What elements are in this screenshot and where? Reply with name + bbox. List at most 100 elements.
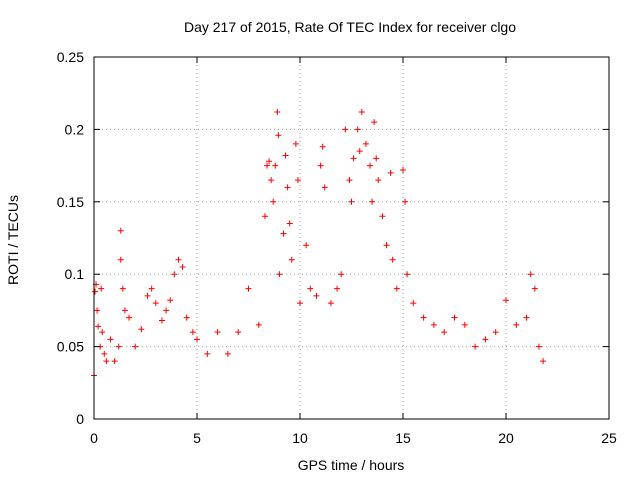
data-point (132, 343, 139, 350)
data-point (268, 177, 275, 184)
data-point (362, 140, 369, 147)
data-point (371, 119, 378, 126)
data-points (91, 109, 547, 379)
x-tick-label: 25 (601, 430, 617, 446)
data-point (175, 256, 182, 263)
data-point (288, 256, 295, 263)
data-point (261, 213, 268, 220)
data-point (404, 271, 411, 278)
data-point (354, 126, 361, 133)
data-point (346, 177, 353, 184)
data-point (214, 329, 221, 336)
data-point (297, 300, 303, 307)
data-point (379, 213, 386, 220)
data-point (369, 198, 376, 205)
data-point (245, 285, 252, 292)
data-point (179, 263, 186, 270)
data-point (115, 343, 122, 350)
data-point (420, 314, 427, 321)
data-point (117, 227, 124, 234)
x-axis-label: GPS time / hours (298, 457, 405, 473)
plot-frame (93, 56, 610, 420)
data-point (294, 177, 301, 184)
y-tick-label: 0.25 (57, 49, 84, 65)
data-point (367, 162, 374, 169)
data-point (126, 314, 133, 321)
data-point (503, 297, 509, 304)
data-point (356, 148, 363, 155)
data-point (313, 292, 320, 299)
data-point (350, 155, 357, 162)
data-point (303, 242, 310, 249)
axis-ticks (93, 56, 610, 420)
grid-lines (94, 57, 609, 419)
data-point (535, 343, 542, 350)
data-point (523, 314, 530, 321)
x-tick-labels: 0 5 10 15 20 25 (90, 430, 617, 446)
y-tick-labels: 0 0.05 0.1 0.15 0.2 0.25 (57, 49, 84, 427)
data-point (144, 292, 151, 299)
data-point (272, 162, 279, 169)
data-point (121, 307, 128, 314)
data-point (400, 166, 406, 173)
data-point (527, 271, 534, 278)
data-point (274, 109, 281, 116)
data-point (451, 314, 458, 321)
data-point (101, 350, 108, 357)
data-point (286, 220, 293, 227)
data-point (152, 300, 159, 307)
data-point (358, 109, 365, 116)
data-point (540, 358, 547, 365)
data-point (513, 321, 520, 328)
y-tick-label: 0.1 (65, 266, 85, 282)
data-point (402, 198, 409, 205)
data-point (138, 326, 145, 333)
data-point (98, 285, 105, 292)
data-point (235, 329, 242, 336)
data-point (107, 336, 114, 343)
data-point (275, 132, 282, 139)
data-point (348, 198, 355, 205)
data-point (482, 336, 489, 343)
data-point (119, 285, 126, 292)
data-point (148, 285, 155, 292)
y-axis-label: ROTI / TECUs (5, 195, 21, 285)
data-point (282, 152, 289, 159)
data-point (189, 329, 196, 336)
data-point (321, 184, 328, 191)
chart-title: Day 217 of 2015, Rate Of TEC Index for r… (184, 19, 516, 35)
data-point (327, 300, 334, 307)
data-point (183, 314, 190, 321)
data-point (276, 271, 283, 278)
data-point (171, 271, 178, 278)
x-tick-label: 5 (193, 430, 201, 446)
data-point (292, 140, 299, 147)
data-point (204, 350, 211, 357)
data-point (410, 300, 417, 307)
data-point (393, 285, 400, 292)
data-point (224, 350, 231, 357)
data-point (441, 329, 448, 336)
data-point (99, 329, 106, 336)
data-point (94, 307, 101, 314)
x-tick-label: 15 (395, 430, 411, 446)
data-point (284, 184, 291, 191)
data-point (373, 155, 380, 162)
data-point (167, 297, 174, 304)
y-tick-label: 0.05 (57, 339, 84, 355)
data-point (264, 162, 271, 169)
data-point (266, 158, 273, 165)
x-tick-label: 10 (292, 430, 308, 446)
data-point (387, 169, 394, 176)
data-point (430, 321, 437, 328)
x-tick-label: 20 (498, 430, 514, 446)
data-point (158, 317, 165, 324)
data-point (334, 285, 341, 292)
data-point (307, 285, 314, 292)
y-tick-label: 0 (76, 411, 84, 427)
data-point (111, 358, 118, 365)
data-point (375, 177, 382, 184)
data-point (389, 256, 396, 263)
data-point (342, 126, 349, 133)
data-point (492, 329, 499, 336)
